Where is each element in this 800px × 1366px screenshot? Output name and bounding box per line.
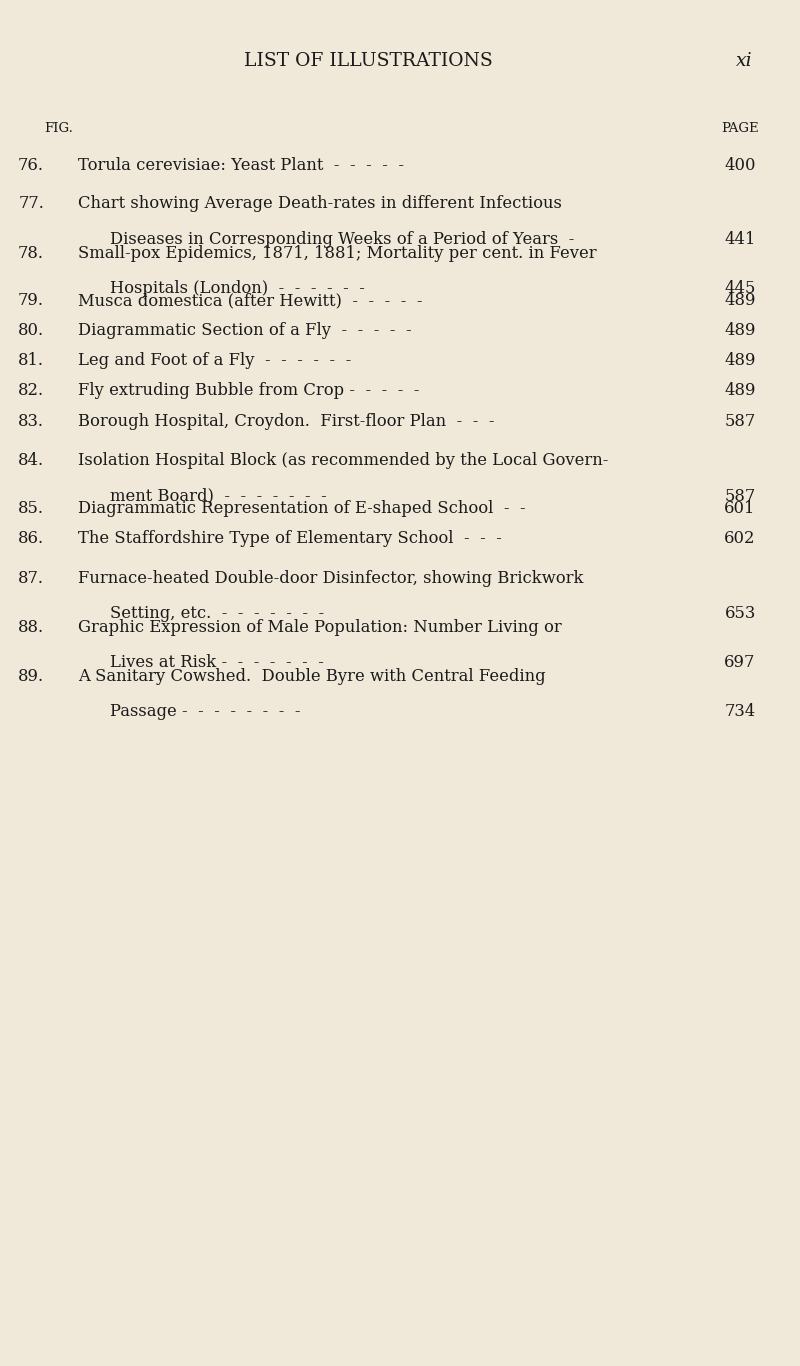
Text: 80.: 80. (18, 322, 44, 339)
Text: 88.: 88. (18, 619, 44, 635)
Text: Small-pox Epidemics, 1871, 1881; Mortality per cent. in Fever: Small-pox Epidemics, 1871, 1881; Mortali… (78, 245, 597, 261)
Text: 79.: 79. (18, 292, 44, 309)
Text: 489: 489 (724, 292, 756, 309)
Text: Passage -  -  -  -  -  -  -  -: Passage - - - - - - - - (110, 703, 301, 720)
Text: 489: 489 (724, 322, 756, 339)
Text: 87.: 87. (18, 570, 44, 586)
Text: Borough Hospital, Croydon.  First-floor Plan  -  -  -: Borough Hospital, Croydon. First-floor P… (78, 413, 495, 429)
Text: 86.: 86. (18, 530, 44, 546)
Text: Hospitals (London)  -  -  -  -  -  -: Hospitals (London) - - - - - - (110, 280, 366, 296)
Text: Diseases in Corresponding Weeks of a Period of Years  -: Diseases in Corresponding Weeks of a Per… (110, 231, 574, 247)
Text: FIG.: FIG. (44, 122, 73, 135)
Text: 77.: 77. (18, 195, 44, 212)
Text: Chart showing Average Death-rates in different Infectious: Chart showing Average Death-rates in dif… (78, 195, 562, 212)
Text: 601: 601 (724, 500, 756, 516)
Text: 400: 400 (724, 157, 756, 173)
Text: 81.: 81. (18, 352, 44, 369)
Text: Isolation Hospital Block (as recommended by the Local Govern-: Isolation Hospital Block (as recommended… (78, 452, 609, 469)
Text: Setting, etc.  -  -  -  -  -  -  -: Setting, etc. - - - - - - - (110, 605, 325, 622)
Text: 78.: 78. (18, 245, 44, 261)
Text: 489: 489 (724, 352, 756, 369)
Text: LIST OF ILLUSTRATIONS: LIST OF ILLUSTRATIONS (244, 52, 492, 71)
Text: 445: 445 (724, 280, 756, 296)
Text: 489: 489 (724, 382, 756, 399)
Text: 587: 587 (724, 413, 756, 429)
Text: 441: 441 (724, 231, 756, 247)
Text: xi: xi (736, 52, 752, 71)
Text: 84.: 84. (18, 452, 44, 469)
Text: Leg and Foot of a Fly  -  -  -  -  -  -: Leg and Foot of a Fly - - - - - - (78, 352, 352, 369)
Text: Diagrammatic Representation of E-shaped School  -  -: Diagrammatic Representation of E-shaped … (78, 500, 526, 516)
Text: The Staffordshire Type of Elementary School  -  -  -: The Staffordshire Type of Elementary Sch… (78, 530, 502, 546)
Text: PAGE: PAGE (721, 122, 759, 135)
Text: 85.: 85. (18, 500, 44, 516)
Text: Musca domestica (after Hewitt)  -  -  -  -  -: Musca domestica (after Hewitt) - - - - - (78, 292, 423, 309)
Text: 602: 602 (724, 530, 756, 546)
Text: 76.: 76. (18, 157, 44, 173)
Text: Diagrammatic Section of a Fly  -  -  -  -  -: Diagrammatic Section of a Fly - - - - - (78, 322, 412, 339)
Text: ment Board)  -  -  -  -  -  -  -: ment Board) - - - - - - - (110, 488, 327, 504)
Text: 89.: 89. (18, 668, 44, 684)
Text: Torula cerevisiae: Yeast Plant  -  -  -  -  -: Torula cerevisiae: Yeast Plant - - - - - (78, 157, 404, 173)
Text: 697: 697 (724, 654, 756, 671)
Text: Graphic Expression of Male Population: Number Living or: Graphic Expression of Male Population: N… (78, 619, 562, 635)
Text: 587: 587 (724, 488, 756, 504)
Text: A Sanitary Cowshed.  Double Byre with Central Feeding: A Sanitary Cowshed. Double Byre with Cen… (78, 668, 546, 684)
Text: Furnace-heated Double-door Disinfector, showing Brickwork: Furnace-heated Double-door Disinfector, … (78, 570, 584, 586)
Text: 83.: 83. (18, 413, 44, 429)
Text: 653: 653 (724, 605, 756, 622)
Text: 734: 734 (724, 703, 756, 720)
Text: Fly extruding Bubble from Crop -  -  -  -  -: Fly extruding Bubble from Crop - - - - - (78, 382, 420, 399)
Text: 82.: 82. (18, 382, 44, 399)
Text: Lives at Risk -  -  -  -  -  -  -: Lives at Risk - - - - - - - (110, 654, 324, 671)
